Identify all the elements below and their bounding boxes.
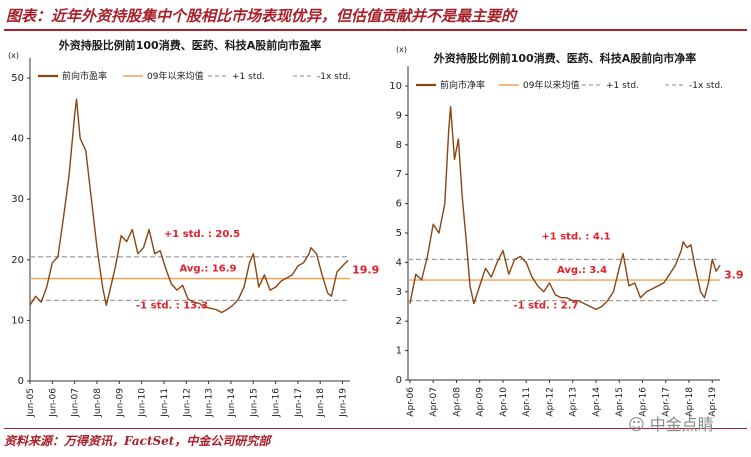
- x-tick-label: Apr-19: [708, 387, 718, 417]
- y-tick-label: 5: [396, 228, 402, 239]
- x-tick-label: Apr-18: [685, 387, 695, 417]
- annotation-avg: Avg.: 3.4: [557, 265, 607, 276]
- x-tick-label: Apr-14: [592, 387, 602, 417]
- x-tick-label: Jun-06: [48, 388, 58, 418]
- x-tick-label: Apr-10: [499, 387, 509, 417]
- y-tick-label: 9: [396, 110, 402, 121]
- y-tick-label: 30: [11, 194, 24, 205]
- x-tick-label: Jun-11: [160, 388, 170, 418]
- x-tick-label: Jun-07: [71, 388, 81, 418]
- x-tick-label: Jun-09: [115, 388, 125, 418]
- annotation-plus-std: +1 std. : 20.5: [164, 229, 240, 240]
- y-tick-label: 10: [11, 315, 24, 326]
- figure-title: 图表：近年外资持股集中个股相比市场表现优异，但估值贡献并不是最主要的: [6, 7, 517, 25]
- y-tick-label: 0: [396, 375, 402, 386]
- y-tick-label: 40: [11, 134, 24, 145]
- y-unit-label: (x): [396, 45, 407, 54]
- watermark: ☺ 中金点睛: [628, 411, 714, 435]
- y-tick-label: 8: [396, 140, 402, 151]
- x-tick-label: Apr-17: [662, 387, 672, 417]
- y-tick-label: 0: [18, 376, 24, 387]
- x-tick-label: Jun-12: [182, 388, 192, 418]
- x-tick-label: Jun-17: [294, 388, 304, 418]
- y-tick-label: 2: [396, 316, 402, 327]
- figure-header: 图表：近年外资持股集中个股相比市场表现优异，但估值贡献并不是最主要的: [4, 3, 747, 31]
- annotation-last-value: 3.9: [724, 268, 744, 281]
- x-tick-label: Jun-15: [249, 388, 259, 418]
- x-tick-label: Jun-14: [227, 388, 237, 418]
- legend-label: -1x std.: [689, 81, 723, 91]
- annotation-minus-std: -1 std. : 2.7: [514, 301, 579, 312]
- annotation-avg: Avg.: 16.9: [179, 264, 236, 275]
- legend-label: +1 std.: [606, 81, 639, 91]
- annotation-minus-std: -1 std. : 13.3: [136, 300, 208, 311]
- y-tick-label: 4: [396, 257, 402, 268]
- y-tick-label: 1: [396, 346, 402, 357]
- x-tick-label: Jun-05: [26, 388, 36, 418]
- chart-title: 外资持股比例前100消费、医药、科技A股前向市净率: [433, 51, 696, 65]
- series-line-0: [29, 98, 349, 314]
- legend-label: 前向市净率: [440, 79, 485, 91]
- y-tick-label: 3: [396, 287, 402, 298]
- y-tick-label: 20: [11, 255, 24, 266]
- y-tick-label: 6: [396, 199, 402, 210]
- x-tick-label: Apr-07: [429, 387, 439, 417]
- legend-label: 09年以来均值: [147, 70, 203, 82]
- x-tick-label: Jun-13: [205, 388, 215, 418]
- watermark-text: 中金点睛: [649, 415, 714, 434]
- source-note: 资料来源：万得资讯，FactSet，中金公司研究部: [4, 434, 271, 448]
- annotation-plus-std: +1 std. : 4.1: [541, 231, 610, 242]
- footer-rule: [4, 428, 747, 429]
- legend-label: 09年以来均值: [523, 79, 579, 91]
- x-tick-label: Jun-08: [93, 388, 103, 418]
- x-tick-label: Jun-10: [138, 388, 148, 418]
- legend-label: -1x std.: [317, 72, 351, 82]
- x-tick-label: Apr-11: [522, 387, 532, 417]
- x-tick-label: Jun-18: [316, 388, 326, 418]
- legend-label: 前向市盈率: [62, 70, 107, 82]
- wechat-icon: ☺: [628, 415, 645, 434]
- y-tick-label: 50: [11, 73, 24, 84]
- x-tick-label: Apr-09: [476, 387, 486, 417]
- x-tick-label: Apr-12: [545, 387, 555, 417]
- chart-title: 外资持股比例前100消费、医药、科技A股前向市盈率: [58, 38, 321, 52]
- x-tick-label: Apr-13: [569, 387, 579, 417]
- y-tick-label: 7: [396, 169, 402, 180]
- x-tick-label: Jun-19: [339, 388, 349, 418]
- legend-label: +1 std.: [232, 72, 265, 82]
- y-tick-label: 10: [389, 81, 402, 92]
- x-tick-label: Apr-16: [638, 387, 648, 417]
- x-tick-label: Apr-15: [615, 387, 625, 417]
- series-line-0: [409, 105, 721, 311]
- x-tick-label: Apr-08: [452, 387, 462, 417]
- x-tick-label: Apr-06: [406, 387, 416, 417]
- annotation-last-value: 19.9: [352, 263, 379, 276]
- y-unit-label: (x): [8, 51, 19, 60]
- x-tick-label: Jun-16: [272, 388, 282, 418]
